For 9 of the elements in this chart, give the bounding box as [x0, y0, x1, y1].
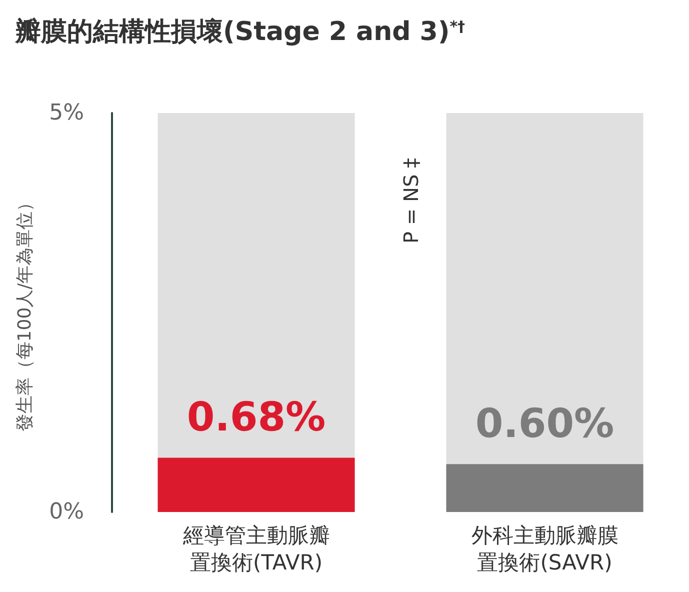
y-axis-title: 發生率（每100人/年為單位） [14, 193, 36, 432]
y-tick-label: 0% [49, 500, 84, 524]
chart-title: 瓣膜的結構性損壞(Stage 2 and 3)*† [14, 17, 466, 47]
y-tick-label: 5% [49, 100, 84, 126]
data-label: 0.68% [186, 394, 326, 441]
annotation: P = NS ‡ [399, 158, 423, 244]
x-tick-label: 經導管主動脈瓣置換術(TAVR) [182, 524, 330, 574]
x-tick-label: 外科主動脈瓣膜置換術(SAVR) [471, 524, 618, 574]
data-label: 0.60% [475, 401, 614, 448]
